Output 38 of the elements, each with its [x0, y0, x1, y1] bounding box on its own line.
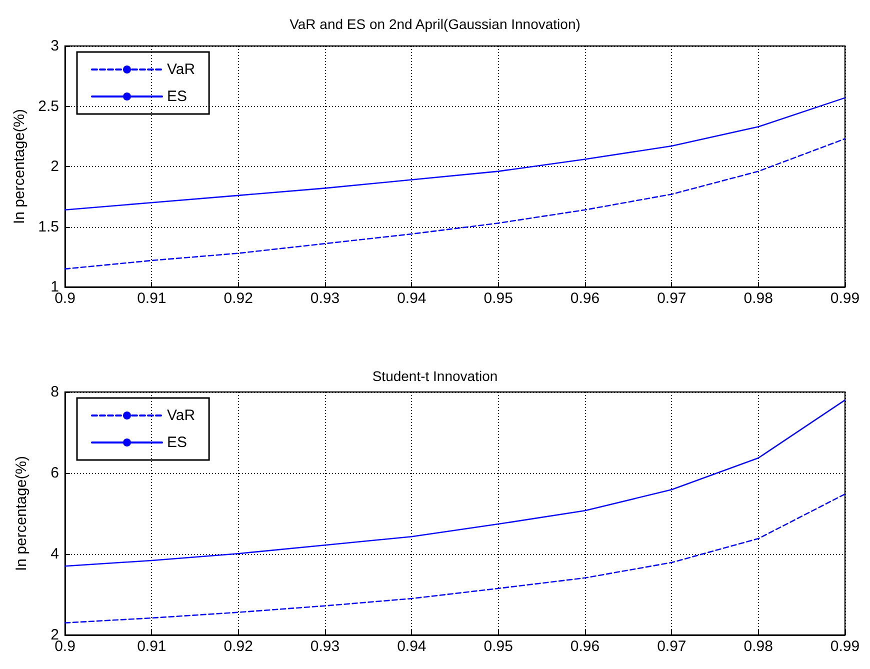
x-tick-label: 0.99 [830, 290, 860, 307]
y-tick-label: 2 [50, 158, 59, 175]
y-tick-label: 8 [50, 384, 59, 400]
x-tick-label: 0.91 [137, 638, 166, 655]
x-tick-label: 0.96 [570, 638, 600, 655]
x-tick-label: 0.97 [657, 290, 686, 307]
x-tick-label: 0.94 [397, 638, 426, 655]
y-tick-label: 4 [50, 546, 59, 562]
y-axis-title: In percentage(%) [11, 108, 28, 224]
line-series [64, 138, 846, 270]
x-tick-label: 0.93 [310, 290, 340, 307]
x-tick-label: 0.9 [54, 290, 76, 307]
x-tick-label: 0.97 [657, 638, 686, 655]
x-tick-label: 0.93 [310, 638, 340, 655]
x-tick-label: 0.92 [224, 290, 253, 307]
legend-label: ES [167, 88, 188, 105]
line-series [64, 493, 846, 624]
x-tick-label: 0.92 [224, 638, 253, 655]
x-tick-label: 0.99 [830, 638, 860, 655]
x-tick-label: 0.98 [744, 638, 773, 655]
x-tick-label: 0.95 [484, 638, 513, 655]
chart-title: Student-t Innovation [372, 368, 498, 384]
x-tick-label: 0.94 [397, 290, 426, 307]
y-tick-label: 1.5 [38, 218, 59, 236]
x-tick-label: 0.91 [137, 290, 166, 307]
y-tick-label: 3 [50, 38, 59, 54]
legend-label: VaR [167, 61, 196, 78]
x-tick-label: 0.96 [570, 290, 600, 307]
legend-label: VaR [167, 407, 196, 424]
x-tick-label: 0.95 [484, 290, 513, 307]
y-axis-title: In percentage(%) [13, 456, 30, 572]
y-tick-label: 2.5 [38, 98, 59, 115]
x-tick-label: 0.98 [744, 290, 773, 307]
chart-title: VaR and ES on 2nd April(Gaussian Innovation) [290, 16, 580, 32]
legend-label: ES [167, 434, 188, 451]
y-tick-label: 6 [50, 464, 59, 482]
line-series [64, 399, 846, 567]
x-tick-label: 0.9 [54, 638, 76, 655]
